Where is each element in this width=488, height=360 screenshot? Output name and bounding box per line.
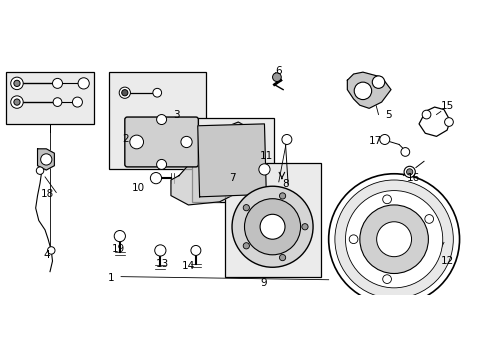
Circle shape — [181, 136, 192, 148]
Bar — [6, 72, 94, 124]
Circle shape — [119, 87, 130, 98]
Circle shape — [424, 215, 433, 223]
Circle shape — [243, 243, 249, 249]
Circle shape — [52, 78, 62, 88]
Text: 3: 3 — [172, 109, 179, 120]
Circle shape — [334, 180, 452, 298]
Circle shape — [400, 148, 409, 156]
Circle shape — [14, 80, 20, 86]
Circle shape — [258, 164, 269, 175]
Circle shape — [376, 222, 411, 257]
Text: 1: 1 — [108, 273, 115, 283]
Text: 6: 6 — [275, 66, 282, 76]
Circle shape — [11, 96, 23, 108]
Circle shape — [421, 110, 430, 119]
Circle shape — [301, 224, 307, 230]
Circle shape — [382, 195, 390, 204]
Text: 4: 4 — [43, 251, 49, 260]
Circle shape — [129, 135, 143, 149]
Circle shape — [371, 76, 384, 88]
Circle shape — [156, 114, 166, 125]
Circle shape — [348, 235, 357, 244]
Circle shape — [232, 186, 312, 267]
Circle shape — [41, 154, 52, 165]
Text: 8: 8 — [281, 179, 288, 189]
Text: 10: 10 — [131, 183, 144, 193]
Polygon shape — [346, 72, 390, 108]
Circle shape — [382, 275, 390, 283]
FancyBboxPatch shape — [124, 117, 198, 167]
Text: 7: 7 — [228, 173, 235, 183]
Circle shape — [272, 73, 281, 81]
Circle shape — [359, 205, 427, 274]
Text: 13: 13 — [155, 259, 168, 269]
Circle shape — [244, 199, 300, 255]
Circle shape — [72, 97, 82, 107]
Circle shape — [53, 98, 61, 107]
Text: 15: 15 — [440, 102, 453, 112]
Circle shape — [353, 82, 371, 100]
Circle shape — [403, 166, 414, 177]
Bar — [191, 118, 274, 202]
Circle shape — [279, 193, 285, 199]
Circle shape — [153, 88, 161, 97]
Circle shape — [14, 99, 20, 105]
Circle shape — [260, 214, 285, 239]
Circle shape — [243, 204, 249, 211]
Text: 16: 16 — [406, 173, 419, 183]
Circle shape — [78, 78, 89, 89]
Circle shape — [444, 118, 452, 126]
Polygon shape — [38, 149, 54, 170]
Circle shape — [379, 135, 389, 144]
Circle shape — [281, 135, 291, 144]
Text: 9: 9 — [259, 278, 266, 288]
Circle shape — [36, 167, 44, 174]
Circle shape — [190, 246, 201, 256]
Text: 18: 18 — [41, 189, 54, 199]
Text: 14: 14 — [182, 261, 195, 271]
Circle shape — [328, 174, 459, 305]
Circle shape — [122, 90, 128, 96]
Text: 5: 5 — [384, 109, 390, 120]
Bar — [224, 163, 320, 276]
Circle shape — [345, 190, 442, 288]
Text: 17: 17 — [367, 136, 381, 146]
Bar — [108, 72, 205, 170]
Text: 2: 2 — [122, 135, 129, 144]
Circle shape — [47, 247, 55, 254]
Circle shape — [114, 230, 125, 242]
Circle shape — [279, 255, 285, 261]
Circle shape — [154, 245, 165, 256]
Polygon shape — [197, 124, 266, 197]
Text: 19: 19 — [112, 244, 125, 254]
Circle shape — [11, 77, 23, 90]
Polygon shape — [171, 122, 263, 205]
Circle shape — [406, 169, 412, 175]
Circle shape — [150, 172, 161, 184]
Text: 12: 12 — [440, 256, 453, 266]
Text: 11: 11 — [259, 151, 272, 161]
Circle shape — [156, 159, 166, 170]
